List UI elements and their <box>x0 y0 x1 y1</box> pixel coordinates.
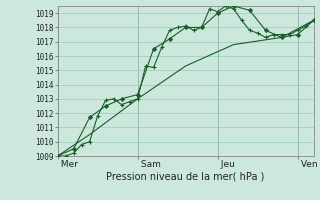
X-axis label: Pression niveau de la mer( hPa ): Pression niveau de la mer( hPa ) <box>107 172 265 182</box>
